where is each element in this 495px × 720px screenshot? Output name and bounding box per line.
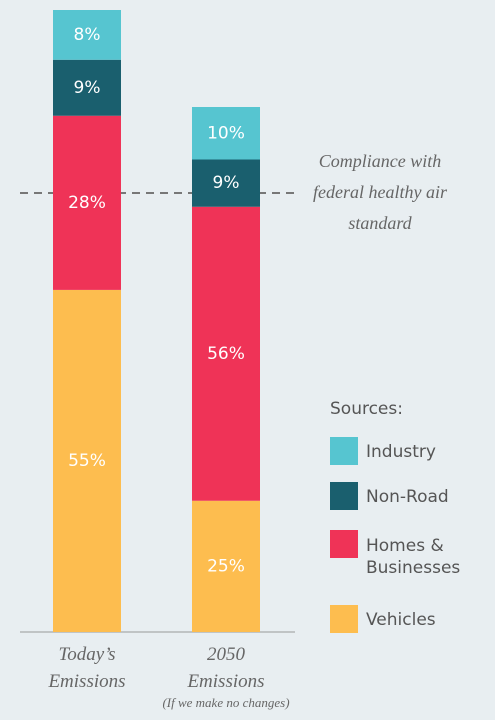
bar-segment bbox=[192, 206, 260, 501]
legend-label: Homes & Businesses bbox=[366, 536, 461, 578]
bar-segment bbox=[53, 10, 121, 60]
legend-swatch bbox=[330, 530, 358, 558]
bar-segment bbox=[192, 500, 260, 632]
category-note: (If we make no changes) bbox=[162, 695, 290, 710]
legend-swatch bbox=[330, 605, 358, 633]
legend-swatch bbox=[330, 437, 358, 465]
value-label: 28% bbox=[68, 193, 106, 213]
threshold-label: Compliance with federal healthy air stan… bbox=[313, 151, 447, 233]
legend-label: Non-Road bbox=[366, 487, 449, 507]
bar-segment bbox=[192, 159, 260, 207]
value-label: 9% bbox=[213, 173, 240, 193]
value-label: 55% bbox=[68, 451, 106, 471]
value-label: 9% bbox=[74, 78, 101, 98]
bar-segment bbox=[53, 59, 121, 116]
value-label: 8% bbox=[74, 25, 101, 45]
legend-swatch bbox=[330, 482, 358, 510]
legend-label: Vehicles bbox=[366, 610, 436, 630]
bar-segment bbox=[192, 107, 260, 160]
value-label: 25% bbox=[207, 556, 245, 576]
legend-title: Sources: bbox=[330, 399, 403, 419]
category-label: 2050 Emissions bbox=[187, 644, 265, 692]
category-label: Today’s Emissions bbox=[48, 644, 126, 692]
legend-label: Industry bbox=[366, 442, 436, 462]
bar-segment bbox=[53, 289, 121, 632]
bar-segment bbox=[53, 115, 121, 290]
value-label: 56% bbox=[207, 344, 245, 364]
value-label: 10% bbox=[207, 123, 245, 143]
